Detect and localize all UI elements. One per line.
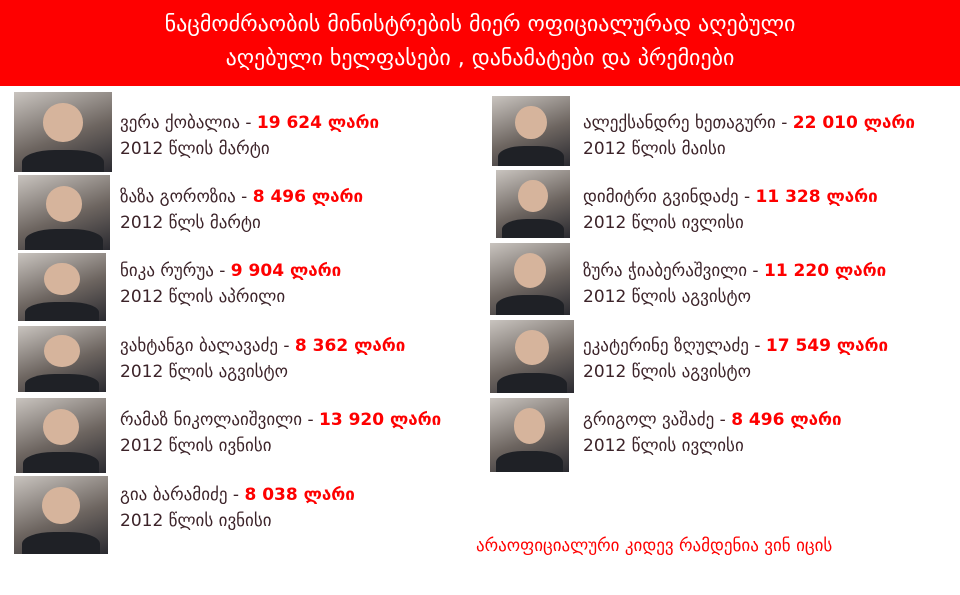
title-line-1: ნაცმოძრაობის მინისტრების მიერ ოფიციალურა… [164,12,796,37]
minister-entry: გრიგოლ ვაშაძე - 8 496 ლარი 2012 წლის ივლ… [583,407,842,459]
minister-name: ეკატერინე ზღულაძე - [583,336,766,356]
minister-entry: ვერა ქობალია - 19 624 ლარი 2012 წლის მარ… [120,110,379,162]
portrait-photo [18,326,106,392]
salary-amount: 13 920 ლარი [319,410,442,430]
portrait-photo [14,92,112,172]
minister-name: ზურა ჭიაბერაშვილი - [583,261,764,281]
minister-entry: ნიკა რურუა - 9 904 ლარი 2012 წლის აპრილი [120,258,341,310]
minister-name: დიმიტრი გვინდაძე - [583,187,756,207]
minister-name: ვახტანგი ბალავაძე - [120,336,295,356]
minister-entry: ალექსანდრე ხეთაგური - 22 010 ლარი 2012 წ… [583,110,915,162]
minister-entry: დიმიტრი გვინდაძე - 11 328 ლარი 2012 წლის… [583,184,878,236]
salary-amount: 8 038 ლარი [244,485,355,505]
minister-entry: რამაზ ნიკოლაიშვილი - 13 920 ლარი 2012 წლ… [120,407,441,459]
salary-date: 2012 წლის ივნისი [120,436,272,456]
salary-amount: 19 624 ლარი [256,113,380,133]
minister-entry: გია ბარამიძე - 8 038 ლარი 2012 წლის ივნი… [120,482,355,534]
minister-entry: ზაზა გოროზია - 8 496 ლარი 2012 წლს მარტი [120,184,363,236]
portrait-photo [490,320,574,393]
portrait-photo [14,476,108,554]
minister-entry: ეკატერინე ზღულაძე - 17 549 ლარი 2012 წლი… [583,333,888,385]
minister-name: გია ბარამიძე - [120,485,245,505]
portrait-photo [18,175,110,250]
title-banner: ნაცმოძრაობის მინისტრების მიერ ოფიციალურა… [0,0,960,86]
minister-entry: ვახტანგი ბალავაძე - 8 362 ლარი 2012 წლის… [120,333,405,385]
portrait-photo [18,253,106,321]
salary-amount: 8 496 ლარი [731,410,842,430]
footer-note: არაოფიციალური კიდევ რამდენია ვინ იცის [476,536,833,556]
salary-date: 2012 წლის აგვისტო [120,362,289,382]
salary-amount: 9 904 ლარი [230,261,342,281]
salary-date: 2012 წლის ივლისი [583,213,744,233]
salary-date: 2012 წლის მარტი [120,139,270,159]
portrait-photo [490,243,570,315]
portrait-photo [492,96,570,166]
salary-date: 2012 წლის აგვისტო [583,287,752,307]
minister-name: რამაზ ნიკოლაიშვილი - [120,410,319,430]
salary-amount: 8 362 ლარი [294,336,406,356]
salary-amount: 22 010 ლარი [792,113,915,133]
minister-name: ალექსანდრე ხეთაგური - [583,113,793,133]
minister-entry: ზურა ჭიაბერაშვილი - 11 220 ლარი 2012 წლი… [583,258,886,310]
minister-name: გრიგოლ ვაშაძე - [583,410,732,430]
salary-date: 2012 წლს მარტი [120,213,261,233]
portrait-photo [496,170,570,238]
salary-date: 2012 წლის ივნისი [120,511,272,531]
minister-name: ნიკა რურუა - [120,261,231,281]
minister-name: ვერა ქობალია - [120,113,257,133]
salary-date: 2012 წლის მაისი [583,139,726,159]
salary-amount: 11 220 ლარი [763,261,887,281]
title-line-2: აღებული ხელფასები , დანამატები და პრემიე… [225,46,735,71]
salary-date: 2012 წლის ივლისი [583,436,744,456]
salary-amount: 8 496 ლარი [252,187,364,207]
salary-amount: 11 328 ლარი [755,187,878,207]
salary-date: 2012 წლის აგვისტო [583,362,752,382]
portrait-photo [16,398,106,473]
salary-date: 2012 წლის აპრილი [120,287,286,307]
portrait-photo [490,398,569,472]
minister-name: ზაზა გოროზია - [120,187,253,207]
salary-amount: 17 549 ლარი [765,336,889,356]
